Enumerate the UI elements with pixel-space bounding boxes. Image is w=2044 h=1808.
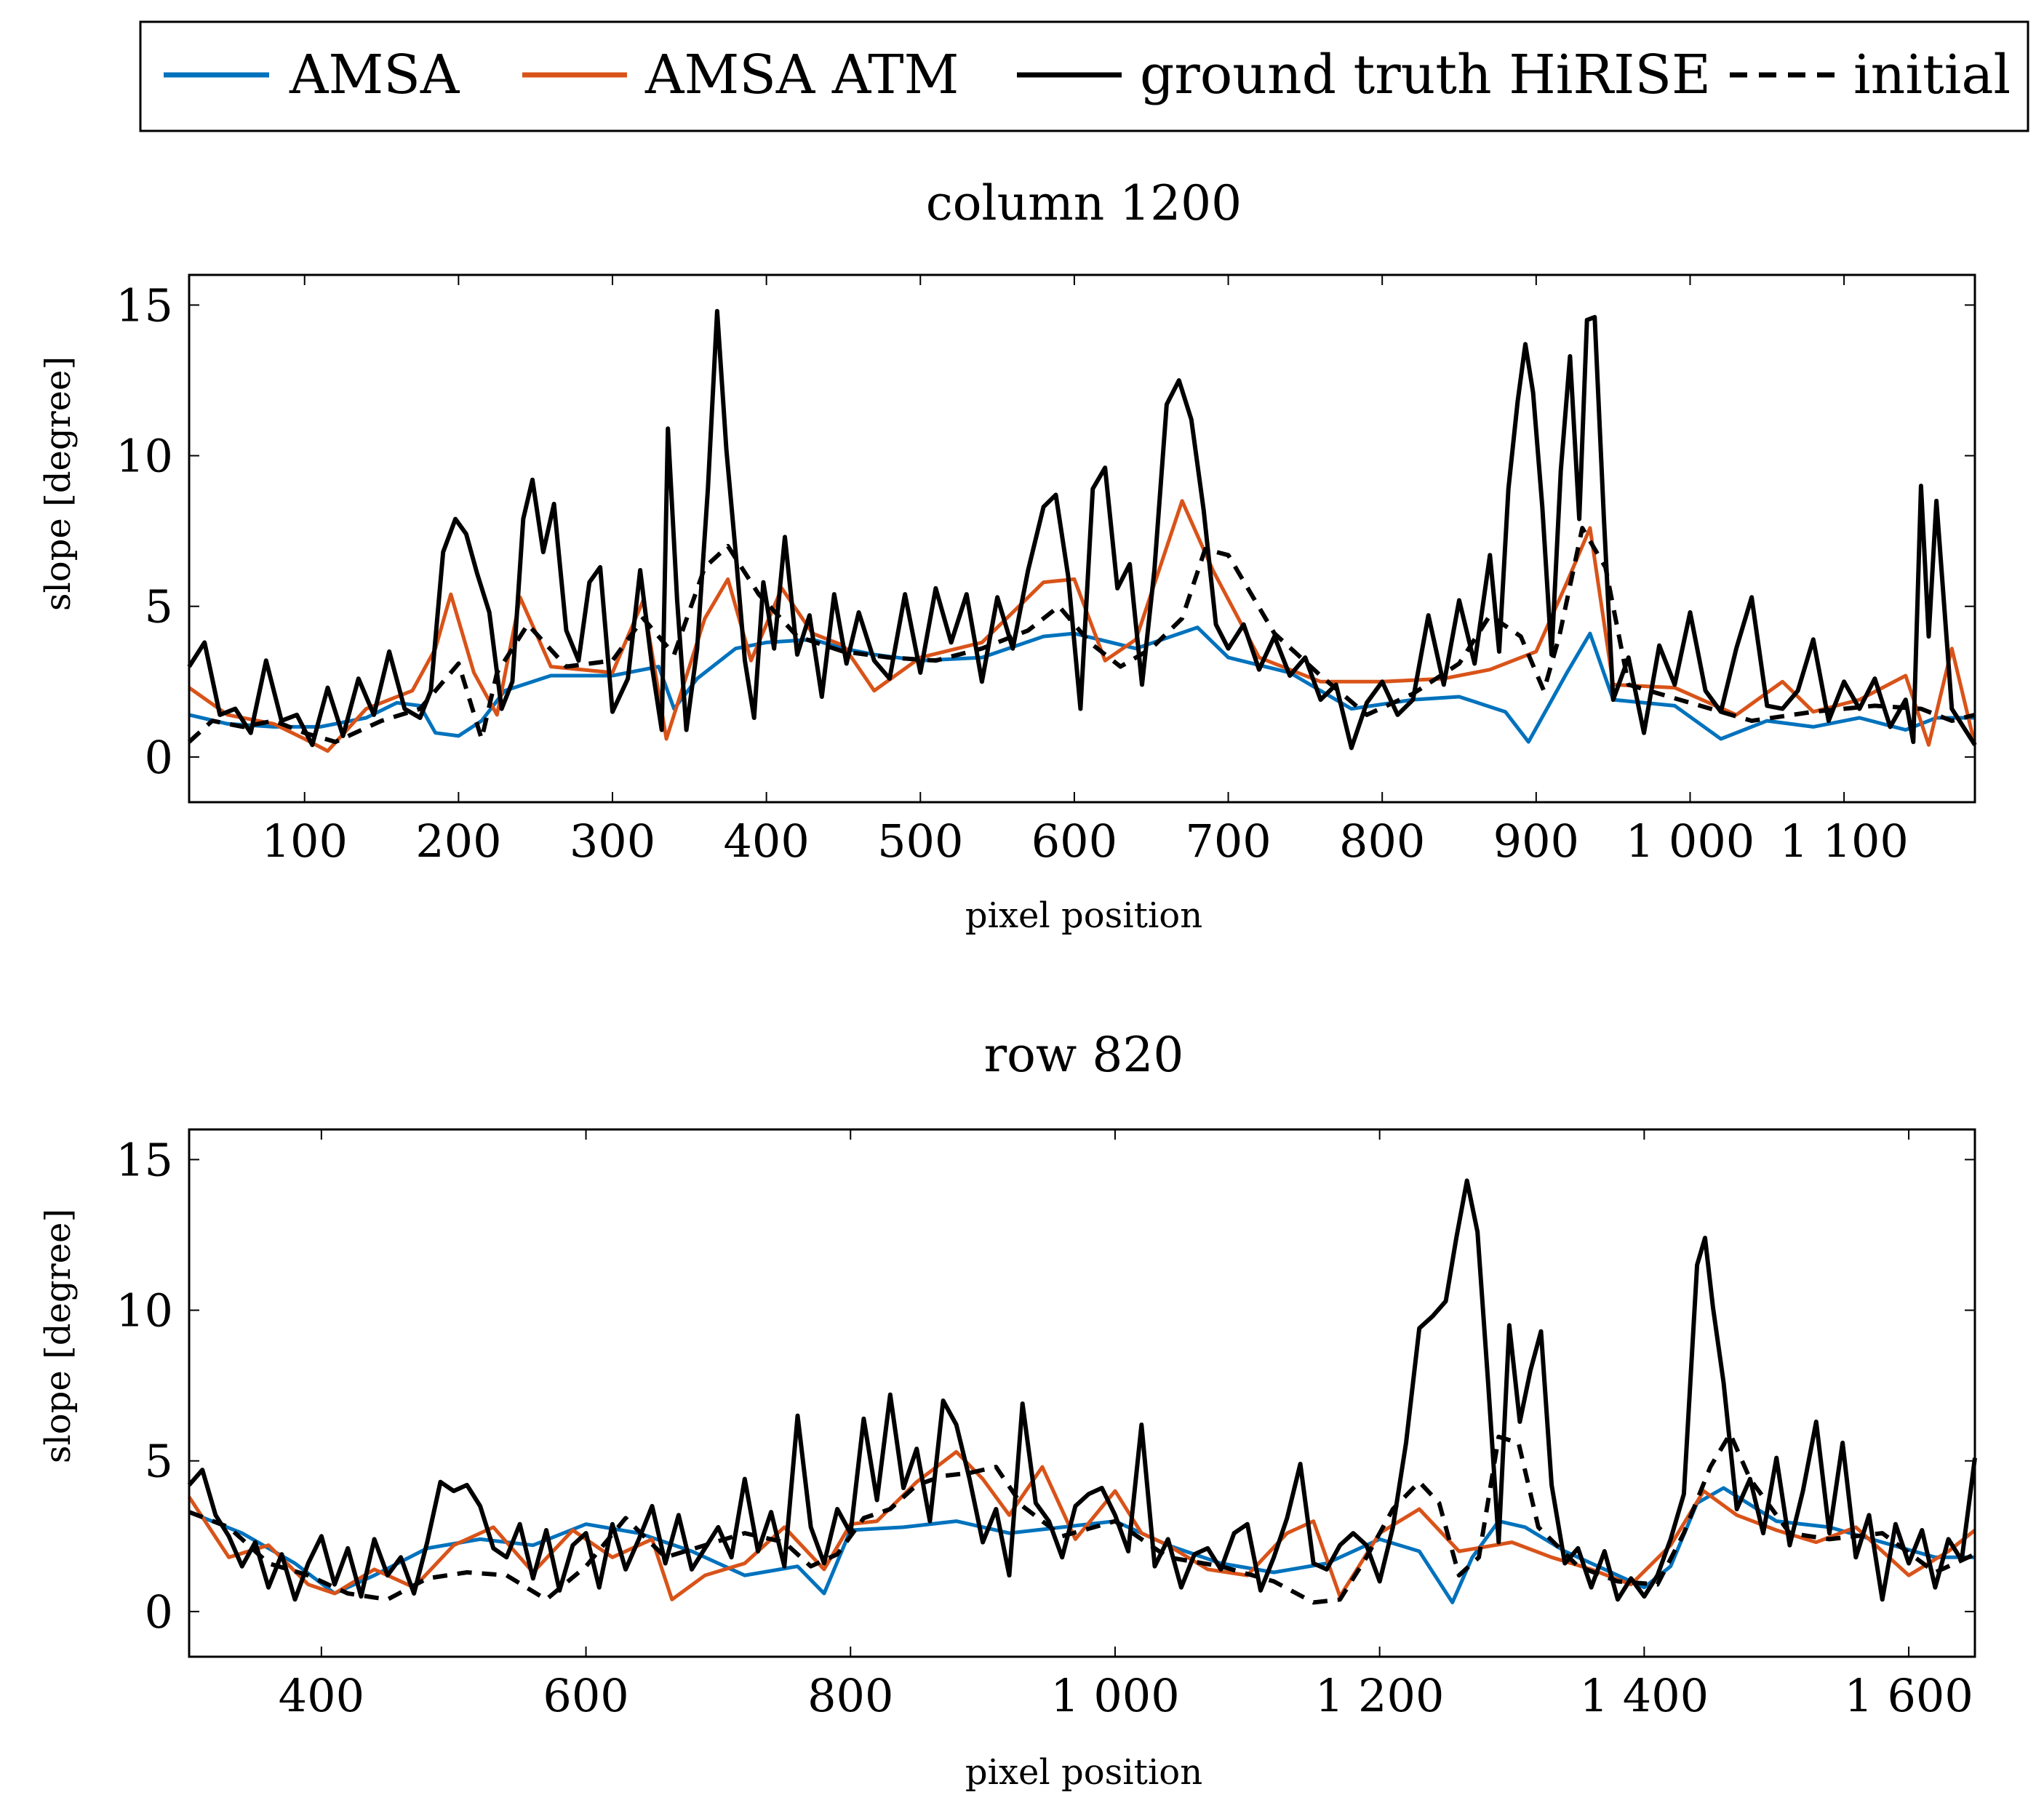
y-tick-label: 15 <box>116 1133 173 1186</box>
y-axis-label: slope [degree] <box>38 356 79 611</box>
y-tick-label: 0 <box>145 731 173 784</box>
x-tick-label: 900 <box>1493 815 1579 868</box>
axis-ticks: 400 600 800 1 000 1 200 1 400 1 600 0 5 10 15 <box>116 1129 1975 1722</box>
x-tick-label: 800 <box>807 1669 893 1722</box>
series-line-ground-truth <box>187 308 1977 751</box>
y-tick-label: 0 <box>145 1585 173 1639</box>
legend-label-amsa-atm: AMSA ATM <box>644 44 959 106</box>
x-tick-label: 800 <box>1339 815 1425 868</box>
x-tick-label: 200 <box>415 815 501 868</box>
x-axis-label: pixel position <box>965 1752 1202 1793</box>
legend-label-ground-truth: ground truth HiRISE <box>1140 44 1711 106</box>
x-tick-label: 400 <box>279 1669 364 1722</box>
y-tick-label: 5 <box>145 580 173 633</box>
plot-series <box>187 1178 1977 1605</box>
x-tick-label: 1 600 <box>1844 1669 1973 1722</box>
x-axis-label: pixel position <box>965 895 1202 936</box>
x-tick-label: 300 <box>570 815 655 868</box>
series-line-amsa <box>188 625 1975 744</box>
x-tick-label: 1 000 <box>1626 815 1755 868</box>
y-tick-label: 15 <box>116 279 173 332</box>
legend-label-initial: initial <box>1853 44 2011 106</box>
series-line-amsa-atm <box>188 499 1977 753</box>
y-tick-label: 5 <box>145 1435 173 1488</box>
y-tick-label: 10 <box>116 1284 173 1337</box>
chart-row-820: row 820 slope [degree] pixel position 40… <box>38 1027 1977 1793</box>
x-tick-label: 600 <box>543 1669 628 1722</box>
x-tick-label: 1 000 <box>1050 1669 1180 1722</box>
x-tick-label: 500 <box>877 815 963 868</box>
x-tick-label: 100 <box>262 815 348 868</box>
legend-label-amsa: AMSA <box>289 44 460 106</box>
chart-title: row 820 <box>984 1027 1184 1083</box>
x-tick-label: 400 <box>723 815 809 868</box>
x-tick-label: 700 <box>1185 815 1271 868</box>
x-tick-label: 1 400 <box>1580 1669 1709 1722</box>
chart-title: column 1200 <box>926 175 1242 231</box>
x-tick-label: 1 200 <box>1315 1669 1445 1722</box>
series-line-ground-truth <box>187 1178 1977 1602</box>
x-tick-label: 600 <box>1031 815 1117 868</box>
y-axis-label: slope [degree] <box>38 1209 79 1463</box>
plot-frame <box>188 273 1976 804</box>
plot-frame <box>188 1128 1976 1658</box>
axis-ticks: 100 200 300 400 500 600 700 800 900 1 000 1 100051… <box>116 275 1975 868</box>
x-tick-label: 1 100 <box>1779 815 1909 868</box>
y-tick-label: 10 <box>116 430 173 483</box>
series-line-initial <box>188 1431 1976 1605</box>
plot-series <box>187 308 1977 753</box>
series-line-initial <box>187 526 1976 745</box>
chart-column-1200: column 1200 slope [degree] pixel positio… <box>38 175 1977 936</box>
legend: AMSA AMSA ATM ground truth HiRISE initia… <box>139 20 2029 132</box>
